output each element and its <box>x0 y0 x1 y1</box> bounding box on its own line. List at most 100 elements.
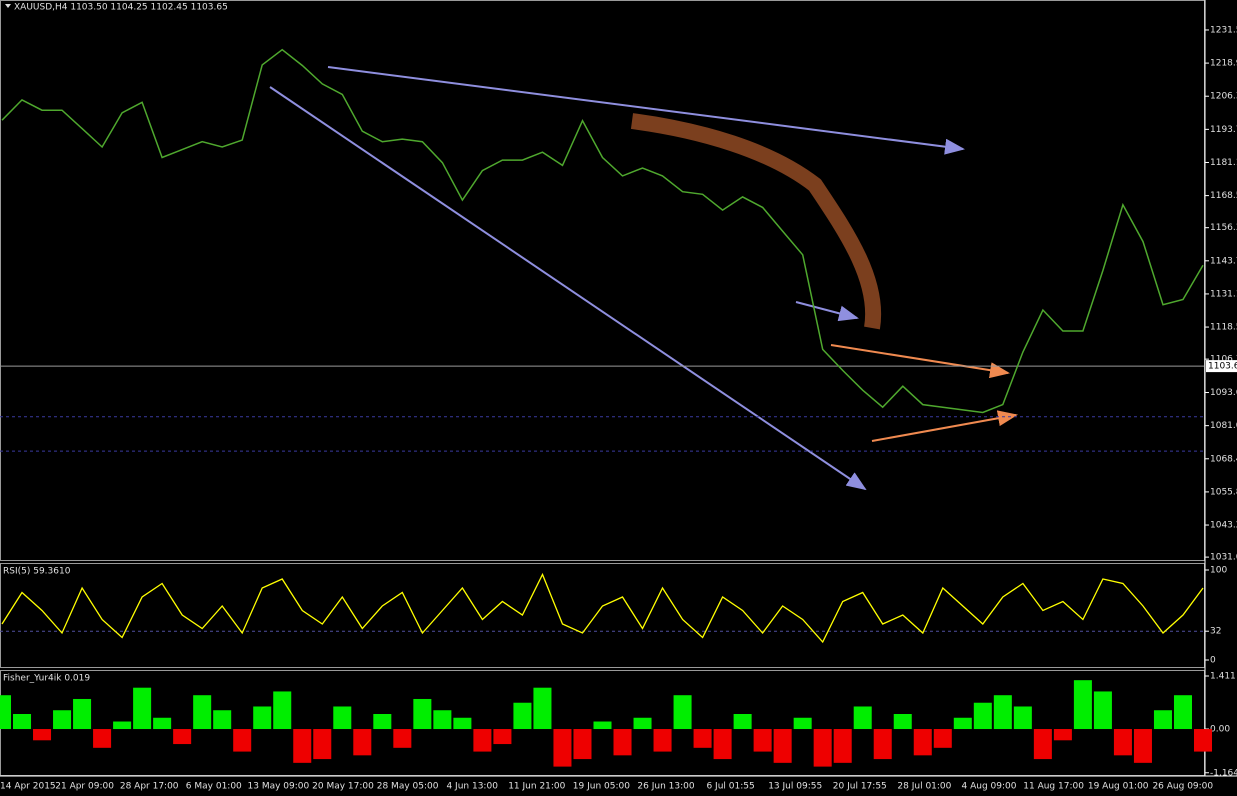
x-tick-label: 11 Jun 21:00 <box>508 782 565 792</box>
histogram-bar <box>613 729 632 756</box>
drawings <box>269 66 1018 491</box>
trendline-arrow <box>327 66 965 155</box>
histogram-bar <box>93 729 112 748</box>
histogram-bar <box>593 721 612 730</box>
x-tick-label: 13 Jul 09:55 <box>768 782 822 792</box>
histogram-bar <box>573 729 592 760</box>
histogram-bar <box>413 698 432 730</box>
y-tick-label: 1081.0 <box>1210 421 1237 431</box>
histogram-bar <box>33 729 52 741</box>
rsi-title: RSI(5) 59.3610 <box>3 567 71 577</box>
x-tick-label: 20 Jul 17:55 <box>833 782 887 792</box>
histogram-bar <box>313 729 332 760</box>
x-tick-label: 26 Aug 09:00 <box>1152 782 1213 792</box>
histogram-bar <box>133 687 152 730</box>
x-tick-label: 19 Aug 01:00 <box>1088 782 1149 792</box>
histogram-bar <box>773 729 792 763</box>
x-tick-label: 14 Apr 2015 <box>0 782 56 792</box>
histogram-bar <box>653 729 672 752</box>
histogram-bar <box>693 729 712 748</box>
x-tick-label: 6 Jul 01:55 <box>706 782 754 792</box>
histogram-bar <box>973 702 992 730</box>
y-tick-label: 1131.1 <box>1210 289 1237 299</box>
histogram-bar <box>933 729 952 748</box>
histogram-bar <box>233 729 252 752</box>
y-tick-label: 1055.8 <box>1210 487 1237 497</box>
histogram-bar <box>153 717 172 730</box>
histogram-bar <box>1193 729 1213 752</box>
histogram-bar <box>433 710 452 730</box>
y-tick-label: 1168.5 <box>1210 191 1237 201</box>
y-tick-label: 0 <box>1210 656 1216 666</box>
histogram-bar <box>113 721 132 730</box>
x-tick-label: 21 Apr 09:00 <box>55 782 114 792</box>
x-tick-label: 13 May 09:00 <box>248 782 310 792</box>
histogram-bar <box>53 710 72 730</box>
histogram-bar <box>733 714 752 730</box>
x-tick-label: 28 Apr 17:00 <box>120 782 179 792</box>
histogram-bar <box>893 714 912 730</box>
y-tick-label: 32 <box>1210 627 1221 637</box>
histogram-bar <box>1073 680 1092 730</box>
symbol-title: XAUUSD,H4 1103.50 1104.25 1102.45 1103.6… <box>14 3 228 13</box>
series-line <box>1 48 1204 414</box>
histogram-bar <box>833 729 852 763</box>
y-tick-label: 1143.7 <box>1210 256 1237 266</box>
x-tick-label: 4 Jun 13:00 <box>446 782 498 792</box>
histogram-bar <box>1133 729 1152 763</box>
histogram-bar <box>473 729 492 752</box>
triangle-arrow <box>830 344 1010 379</box>
x-tick-label: 11 Aug 17:00 <box>1023 782 1084 792</box>
histogram-bar <box>213 710 232 730</box>
histogram-bar <box>913 729 932 756</box>
histogram-bar <box>13 714 32 730</box>
histogram-bar <box>533 687 552 730</box>
pointer-arrow <box>795 301 859 322</box>
y-tick-label: 1206.3 <box>1210 92 1237 102</box>
x-tick-label: 20 May 17:00 <box>312 782 374 792</box>
triangle-arrow <box>871 410 1018 442</box>
histogram-bar <box>393 729 412 748</box>
histogram-bar <box>273 691 292 730</box>
current-price-label: 1103.6 <box>1208 362 1237 372</box>
histogram-bar <box>293 729 312 763</box>
histogram-bar <box>633 717 652 730</box>
histogram-bar <box>453 717 472 730</box>
histogram-bar <box>553 729 572 767</box>
histogram-bar <box>1033 729 1052 760</box>
x-tick-label: 28 Jul 01:00 <box>897 782 951 792</box>
y-tick-label: 1231.5 <box>1210 25 1237 35</box>
x-tick-label: 26 Jun 13:00 <box>637 782 694 792</box>
y-tick-label: 0.00 <box>1210 725 1230 735</box>
y-tick-label: 1118.5 <box>1210 323 1237 333</box>
histogram-bar <box>353 729 372 756</box>
histogram-bar <box>373 714 392 730</box>
y-tick-label: 1156.3 <box>1210 223 1237 233</box>
trendline-arrow <box>269 86 867 491</box>
x-tick-label: 4 Aug 09:00 <box>962 782 1017 792</box>
y-tick-label: 1.411 <box>1210 672 1236 682</box>
fisher-title: Fisher_Yur4ik 0.019 <box>3 674 90 684</box>
histogram-bar <box>873 729 892 760</box>
histogram-bar <box>333 706 352 730</box>
y-tick-label: 1193.7 <box>1210 125 1237 135</box>
histogram-bar <box>993 695 1012 730</box>
histogram-bar <box>73 698 92 730</box>
series-line <box>1 572 1204 644</box>
histogram-bar <box>173 729 192 745</box>
y-tick-label: -1.164 <box>1210 768 1237 778</box>
y-tick-label: 1106.3 <box>1210 355 1237 365</box>
histogram-bar <box>1013 706 1032 730</box>
x-tick-label: 6 May 01:00 <box>186 782 242 792</box>
histogram-bar <box>673 695 692 730</box>
y-tick-label: 1043.2 <box>1210 521 1237 531</box>
menu-icon[interactable] <box>5 4 11 8</box>
x-tick-label: 28 May 05:00 <box>377 782 439 792</box>
curve-marker <box>630 113 882 330</box>
histogram-bar <box>0 695 12 730</box>
histogram-bar <box>1093 691 1112 730</box>
histogram-bar <box>813 729 832 767</box>
histogram-bar <box>513 702 532 730</box>
